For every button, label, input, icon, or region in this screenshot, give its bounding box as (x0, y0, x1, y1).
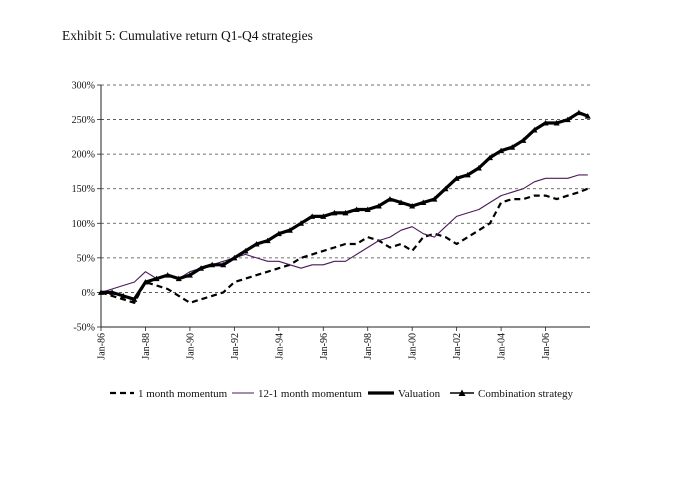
series-point (531, 126, 538, 133)
series-point (231, 254, 238, 261)
series-point (442, 185, 449, 192)
legend-label: Combination strategy (478, 388, 574, 400)
series-point (286, 227, 293, 233)
y-tick-label: 200% (72, 150, 95, 161)
series-point (186, 272, 193, 278)
series-point (431, 196, 438, 202)
series-point (320, 213, 327, 219)
x-tick-label: Jan-02 (452, 333, 463, 360)
series-point (475, 164, 482, 171)
x-tick-label: Jan-00 (408, 333, 419, 360)
series-point (275, 230, 282, 237)
series-point (398, 199, 405, 206)
series-point (453, 175, 460, 181)
legend-label: 1 month momentum (138, 388, 228, 400)
y-tick-label: 0% (82, 288, 95, 299)
series-point (464, 171, 471, 178)
series-point (153, 275, 160, 282)
x-tick-label: Jan-90 (185, 333, 196, 360)
series-line-1 (100, 174, 588, 293)
series-point (375, 203, 382, 209)
legend-marker (458, 389, 466, 396)
series-point (564, 116, 571, 123)
legend-label: 12-1 month momentum (258, 388, 362, 400)
chart-title: Exhibit 5: Cumulative return Q1-Q4 strat… (62, 28, 313, 43)
series-point (142, 279, 149, 285)
series-point (353, 206, 360, 212)
series-point (264, 237, 271, 244)
series-point (386, 196, 393, 202)
series-point (420, 199, 427, 206)
series-point (575, 109, 582, 116)
series-line-0 (100, 187, 589, 304)
x-tick-label: Jan-88 (141, 333, 152, 360)
series-point (553, 120, 560, 126)
y-tick-label: 150% (72, 184, 95, 195)
series-point (331, 209, 338, 216)
series-point (364, 206, 371, 212)
y-tick-label: -50% (73, 323, 95, 334)
series-point (242, 247, 249, 254)
series-point (209, 261, 216, 268)
y-tick-label: 50% (77, 253, 95, 264)
series-point (220, 261, 227, 268)
legend-label: Valuation (398, 388, 441, 400)
y-tick-label: 300% (72, 81, 95, 92)
series-point (164, 272, 171, 278)
x-tick-label: Jan-92 (230, 333, 241, 360)
series-point (253, 241, 260, 247)
x-tick-label: Jan-94 (274, 333, 285, 360)
series-point (109, 289, 116, 295)
series-point (198, 265, 205, 271)
series-point (309, 213, 316, 219)
x-tick-label: Jan-96 (319, 333, 330, 360)
series-point (175, 275, 182, 282)
x-tick-label: Jan-06 (541, 333, 552, 360)
series-point (498, 147, 505, 154)
series-point (98, 289, 104, 295)
series-point (120, 292, 127, 299)
series-point (409, 203, 416, 209)
series-point (542, 120, 549, 126)
series-point (520, 137, 527, 143)
y-tick-label: 250% (72, 115, 95, 126)
series-point (131, 296, 138, 302)
series-point (342, 209, 349, 216)
x-tick-label: Jan-86 (97, 333, 108, 360)
series-point (486, 154, 493, 161)
series-line-2 (101, 111, 589, 301)
y-tick-label: 100% (72, 219, 95, 230)
series-point (298, 220, 305, 226)
series-point (509, 144, 516, 150)
series-point (584, 113, 591, 119)
x-tick-label: Jan-04 (497, 333, 508, 360)
x-tick-label: Jan-98 (363, 333, 374, 360)
series-line-3 (101, 112, 589, 300)
